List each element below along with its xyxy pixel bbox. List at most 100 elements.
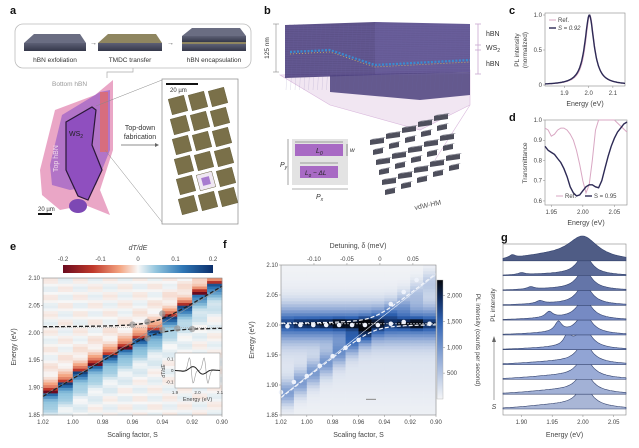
heatmap-cell — [87, 368, 103, 372]
heatmap-cell — [293, 268, 308, 272]
heatmap-cell — [293, 340, 308, 344]
heatmap-cell — [319, 331, 333, 335]
resonator-top — [424, 139, 440, 142]
heatmap-cell — [306, 328, 321, 332]
heatmap-cell — [57, 330, 74, 334]
heatmap-cell — [43, 327, 59, 331]
heatmap-cell — [162, 341, 178, 345]
heatmap-cell — [43, 376, 59, 380]
heatmap-cell — [43, 379, 59, 383]
top-resonator — [295, 144, 343, 156]
heatmap-cell — [162, 332, 178, 336]
chart-g: g 1.90 1.95 2.00 2.05 Energy (eV) PL intensity… — [490, 232, 627, 439]
lattice-line — [284, 50, 471, 53]
lattice-line — [294, 23, 300, 91]
heatmap-cell — [87, 398, 103, 402]
resonator — [385, 188, 395, 195]
series-line-s095 — [544, 121, 628, 197]
heatmap-cell — [117, 395, 133, 399]
lattice-line — [284, 71, 471, 74]
panel-label-g: g — [501, 232, 508, 244]
heatmap-cell — [162, 324, 178, 328]
heatmap-cell — [43, 305, 59, 309]
resonator-top — [382, 177, 398, 180]
heatmap-cell — [102, 280, 118, 284]
heatmap-cell — [397, 334, 411, 338]
layer-label-bottom-hbn: hBN — [486, 61, 500, 68]
arrow-icon: → — [90, 40, 97, 47]
heatmap-cell — [72, 384, 89, 388]
heatmap-cell — [162, 346, 178, 350]
heatmap-cell — [72, 395, 89, 399]
heatmap-cell — [358, 385, 372, 389]
bottom-resonator — [300, 166, 338, 178]
heatmap-cell — [332, 298, 346, 302]
heatmap-cell — [306, 373, 321, 377]
colorbar-tick-label: 1,000 — [447, 345, 463, 351]
resonator — [379, 168, 389, 175]
x-tick-label: 2.0 — [584, 91, 593, 97]
heatmap-cell — [293, 310, 308, 314]
heatmap-cell — [102, 308, 118, 312]
data-point — [401, 319, 407, 325]
y-tick-label: 1.0 — [534, 118, 543, 124]
heatmap-cell — [162, 409, 178, 413]
heatmap-cell — [410, 379, 424, 383]
py-label: Py — [280, 162, 288, 171]
heatmap-cell — [72, 387, 89, 391]
heatmap-cell — [410, 289, 424, 293]
heatmap-cell — [293, 403, 308, 407]
lattice-line — [284, 46, 471, 49]
inset-y-tick-label: -0.1 — [166, 380, 174, 385]
heatmap-cell — [281, 343, 295, 347]
heatmap-cell — [397, 370, 411, 374]
heatmap-cell — [87, 280, 103, 284]
heatmap-cell — [117, 382, 133, 386]
scale-bar — [166, 83, 198, 85]
heatmap-cell — [410, 367, 424, 371]
heatmap-cell — [87, 327, 103, 331]
heatmap-cell — [384, 268, 398, 272]
data-point — [330, 353, 335, 359]
lattice-line — [284, 59, 471, 62]
heatmap-cell — [43, 310, 59, 314]
heatmap-cell — [117, 351, 133, 356]
heatmap-cell — [423, 373, 437, 377]
thickness-label: 125 nm — [264, 37, 271, 59]
data-point — [362, 322, 368, 328]
heatmap-cell — [410, 298, 424, 302]
flake-image: WS2 Top hBN Bottom hBN 20 µm — [38, 80, 113, 215]
heatmap-cell — [43, 351, 59, 356]
heatmap-cell — [117, 316, 133, 320]
heatmap-cell — [423, 358, 437, 362]
heatmap-cell — [384, 274, 398, 278]
heatmap-cell — [293, 370, 308, 374]
heatmap-cell — [132, 305, 148, 309]
heatmap-cell — [384, 397, 398, 401]
heatmap-cell — [192, 324, 208, 328]
heatmap-cell — [162, 299, 178, 303]
heatmap-cell — [371, 346, 385, 350]
heatmap-cell — [293, 307, 308, 311]
heatmap-cell — [87, 316, 103, 320]
heatmap-cell — [43, 330, 59, 334]
lattice-line — [429, 23, 435, 91]
zoom-line — [95, 79, 163, 107]
heatmap-cell — [358, 403, 372, 407]
heatmap-cell — [358, 304, 372, 308]
heatmap-cell — [57, 324, 74, 328]
heatmap-cell — [371, 298, 385, 302]
heatmap-cell — [293, 358, 308, 362]
lattice-line — [402, 23, 408, 91]
heatmap-cell — [132, 297, 148, 301]
heatmap-cell — [371, 349, 385, 353]
heatmap-cell — [147, 330, 163, 334]
heatmap-cell — [410, 307, 424, 311]
fabrication-label-1: Top-down — [125, 125, 155, 132]
heatmap-cell — [384, 286, 398, 290]
heatmap-cell — [319, 382, 333, 386]
heatmap-cell — [162, 362, 178, 366]
heatmap-cell — [345, 301, 359, 305]
heatmap-cell — [345, 382, 359, 386]
lattice-line — [434, 23, 439, 91]
